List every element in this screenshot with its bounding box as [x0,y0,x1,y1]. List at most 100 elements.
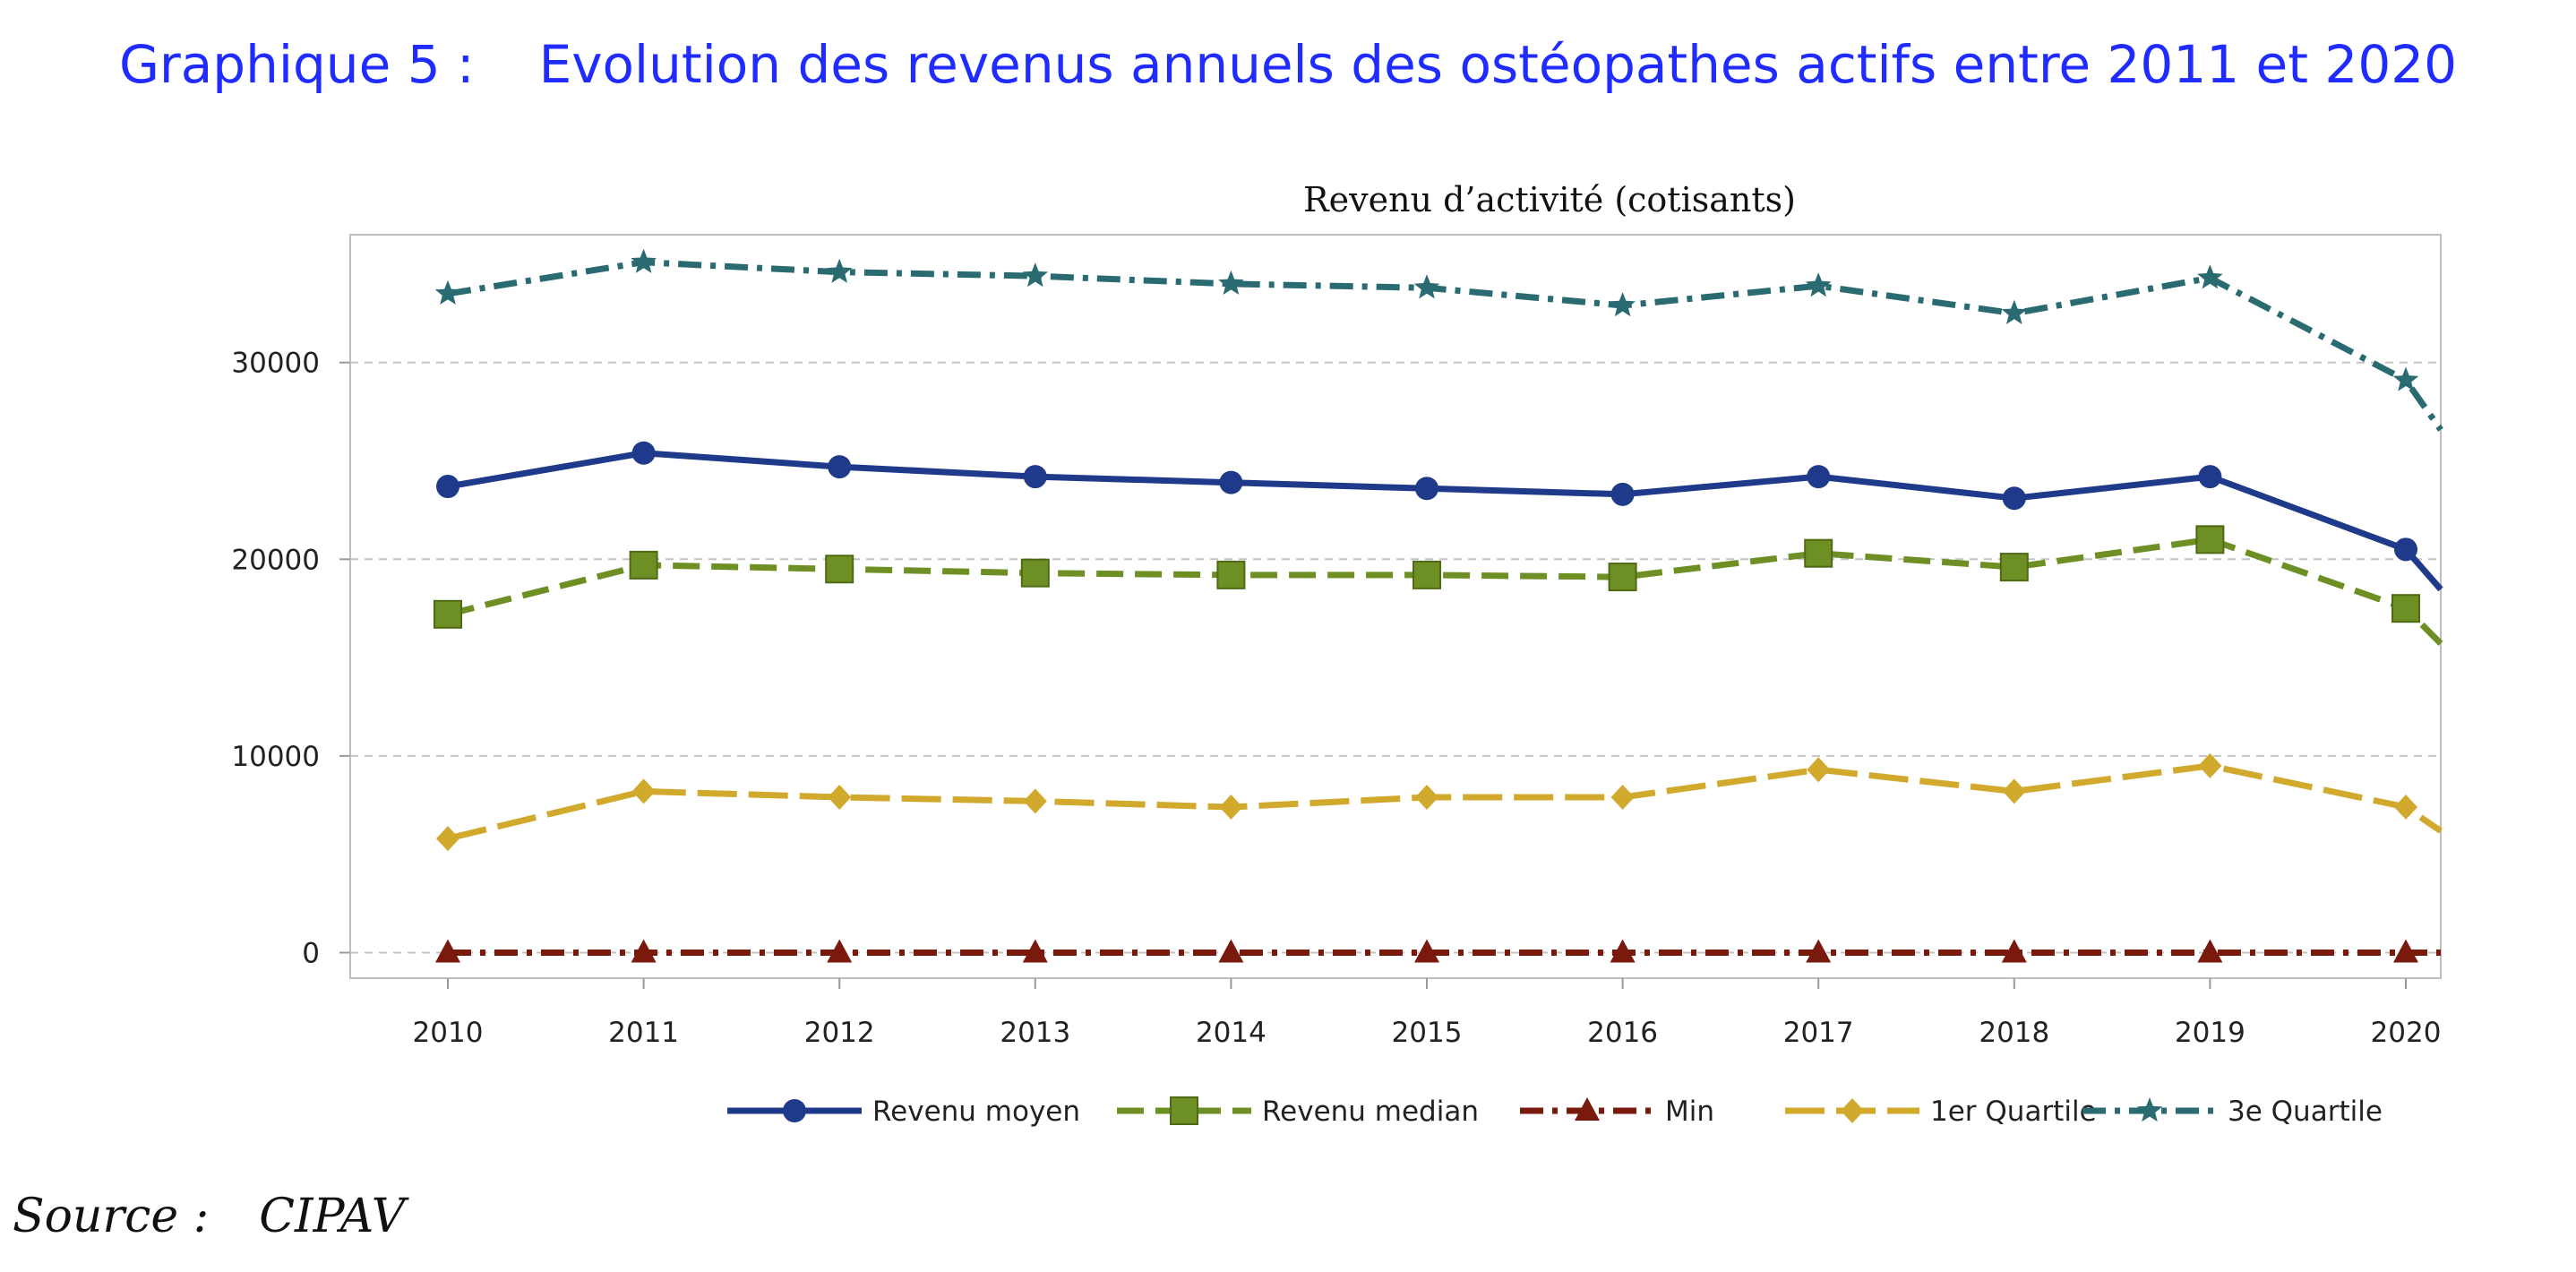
x-tick-label: 2012 [804,1017,875,1049]
data-point [1806,939,1832,963]
legend-label: Revenu moyen [872,1096,1080,1128]
source-line: Source : CIPAV [13,1190,405,1243]
legend-marker [1575,1097,1600,1121]
legend-item-1er-quartile: 1er Quartile [1785,1096,2097,1128]
data-point [2195,525,2225,554]
figure-title-text: Evolution des revenus annuels des ostéop… [538,34,2458,95]
series-line [447,536,2443,646]
data-point [2391,594,2420,623]
x-tick-label: 2018 [1979,1017,2049,1049]
y-tick-label: 30000 [231,348,320,380]
data-point [1413,560,1441,589]
data-point [2001,939,2027,963]
data-point [828,455,852,479]
x-tick-label: 2020 [2371,1017,2442,1049]
x-tick-label: 2010 [413,1017,484,1049]
series-revenu-median [434,525,2443,646]
source-label: Source : [13,1190,210,1243]
legend-marker [1841,1098,1864,1123]
figure-title: Graphique 5 : Evolution des revenus annue… [0,34,2576,95]
data-point [2002,486,2026,511]
legend-item-revenu-moyen: Revenu moyen [727,1096,1080,1128]
y-tick-label: 10000 [231,741,320,773]
series-1er-quartile [436,752,2443,852]
series-layer [434,248,2443,963]
data-point [1219,794,1243,820]
legend: Revenu moyen Revenu median Min 1er Quartile… [727,1096,2383,1128]
x-tick-label: 2017 [1783,1017,1854,1049]
data-point [2198,752,2222,778]
x-tick-label: 2014 [1196,1017,1267,1049]
x-tick-label: 2016 [1587,1017,1658,1049]
legend-item-3e-quartile: 3e Quartile [2082,1096,2383,1128]
data-point [1608,563,1637,592]
data-point [1218,270,1244,295]
data-point [1805,272,1832,297]
x-tick-label: 2013 [1000,1017,1070,1049]
data-point [828,784,852,810]
data-point [1610,292,1636,317]
legend-label: Revenu median [1262,1096,1479,1128]
data-point [1610,482,1635,506]
data-point [631,248,657,273]
data-point [1023,465,1047,489]
series-min [435,939,2441,963]
y-axis: 0 10000 20000 30000 [231,348,350,969]
y-tick-label: 20000 [231,544,320,576]
legend-marker [1170,1096,1198,1125]
data-point [1807,465,1831,489]
data-point [2197,264,2223,289]
data-point [1415,784,1438,810]
legend-marker [783,1099,806,1122]
legend-label: 3e Quartile [2228,1096,2383,1128]
x-axis: 2010 2011 2012 2013 2014 2015 2016 2017 2018 2019… [413,978,2442,1049]
data-point [2001,299,2028,324]
data-point [1218,939,1244,963]
legend-label: Min [1665,1096,1714,1128]
x-tick-label: 2011 [608,1017,679,1049]
series-revenu-moyen [436,441,2443,592]
data-point [1216,560,1246,589]
series-3e-quartile [434,248,2443,432]
data-point [631,778,656,804]
series-line [447,762,2443,842]
y-tick-label: 0 [302,937,320,969]
data-point [1415,477,1438,501]
legend-marker [2136,1097,2163,1122]
data-point [2197,939,2223,963]
data-point [2394,537,2417,562]
data-point [2002,778,2026,804]
legend-item-min: Min [1520,1096,1714,1128]
data-point [1023,788,1047,814]
series-line [447,450,2443,592]
data-point [435,939,460,963]
data-point [436,826,459,852]
data-point [1022,939,1048,963]
data-point [1414,939,1439,963]
data-point [1610,939,1636,963]
data-point [631,939,657,963]
data-point [2394,794,2417,820]
data-point [827,939,853,963]
data-point [2393,939,2418,963]
x-tick-label: 2019 [2175,1017,2245,1049]
data-point [434,279,461,305]
legend-label: 1er Quartile [1930,1096,2097,1128]
data-point [1219,470,1243,494]
chart-title: Revenu d’activité (cotisants) [1303,180,1796,219]
data-point [1413,274,1440,299]
data-point [1610,784,1635,810]
plot-frame [349,234,2442,979]
source-value: CIPAV [259,1190,406,1243]
series-line [447,259,2443,432]
data-point [2392,366,2419,391]
data-point [825,554,854,584]
data-point [2198,465,2222,489]
data-point [629,550,658,580]
data-point [436,475,459,499]
data-point [1022,262,1049,288]
data-point [826,258,853,283]
data-point [1020,558,1050,588]
data-point [1999,553,2029,582]
